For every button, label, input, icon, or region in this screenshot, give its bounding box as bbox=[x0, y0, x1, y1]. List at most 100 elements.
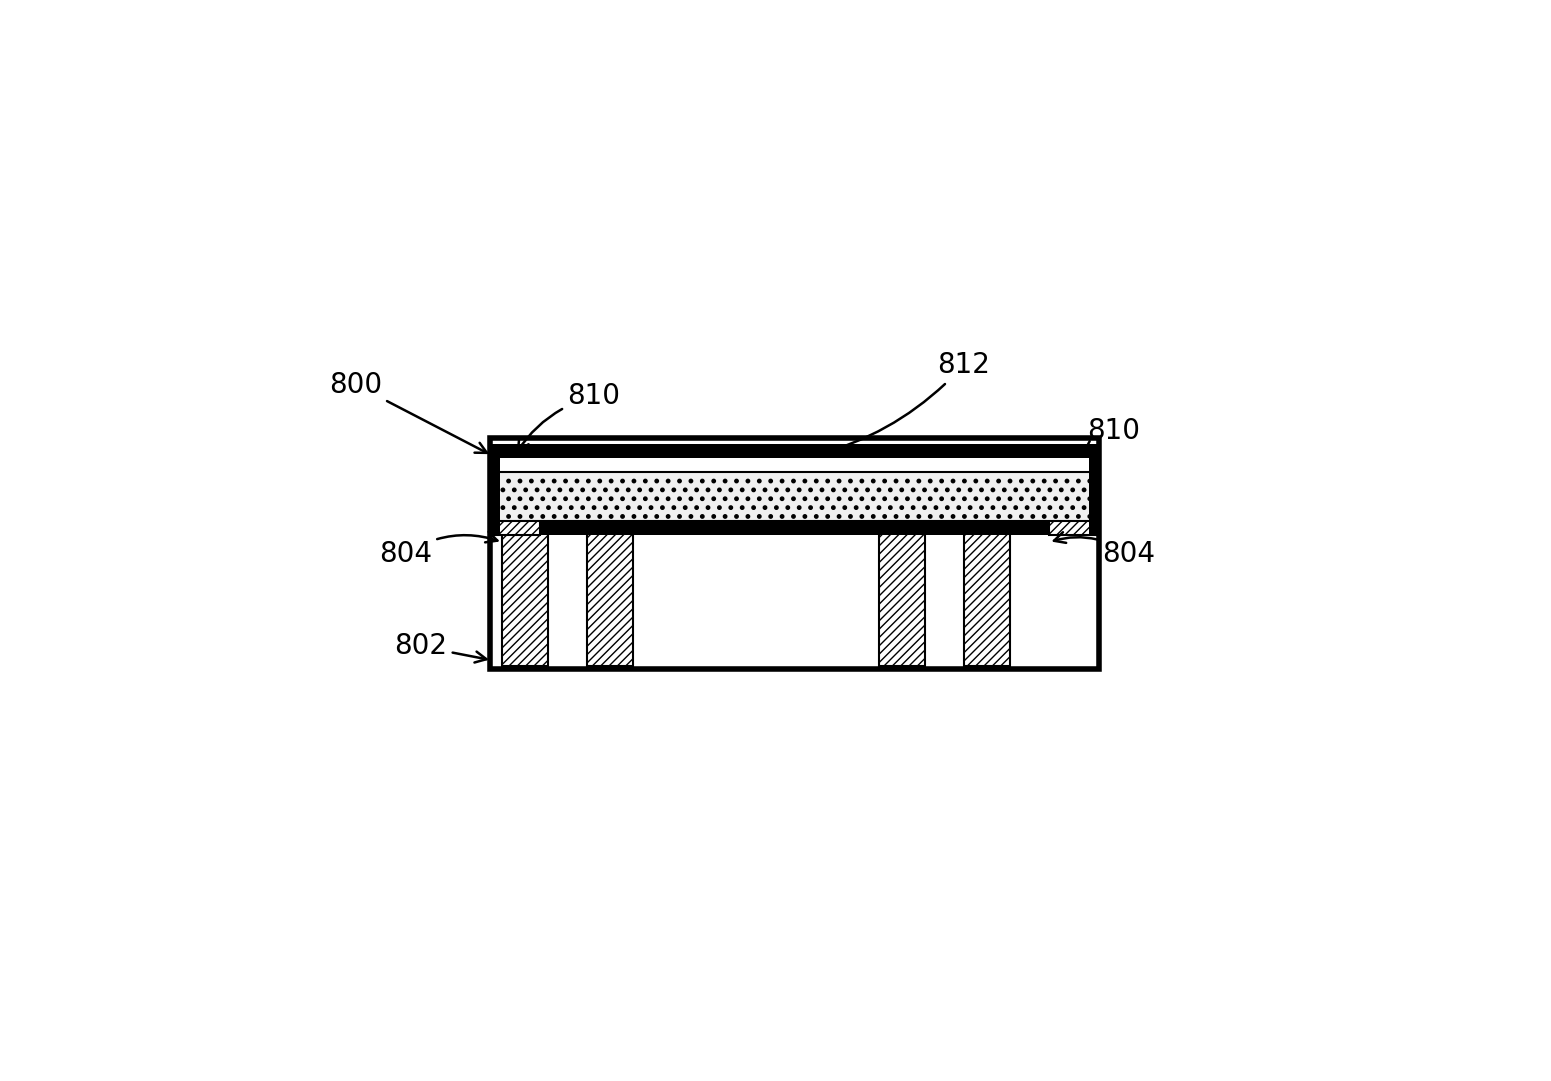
Circle shape bbox=[1008, 515, 1011, 518]
Text: 810: 810 bbox=[1084, 417, 1140, 452]
Circle shape bbox=[524, 506, 527, 509]
Circle shape bbox=[917, 479, 921, 483]
Circle shape bbox=[780, 479, 783, 483]
Circle shape bbox=[616, 506, 619, 509]
Circle shape bbox=[723, 515, 727, 518]
Circle shape bbox=[985, 515, 990, 518]
Circle shape bbox=[974, 515, 977, 518]
Circle shape bbox=[518, 479, 521, 483]
Circle shape bbox=[1036, 489, 1041, 492]
Circle shape bbox=[848, 515, 851, 518]
Circle shape bbox=[820, 489, 824, 492]
Circle shape bbox=[627, 489, 630, 492]
Circle shape bbox=[1025, 506, 1028, 509]
Circle shape bbox=[524, 489, 527, 492]
Circle shape bbox=[814, 515, 817, 518]
Circle shape bbox=[746, 497, 749, 501]
Bar bbox=[490, 471, 1098, 521]
Circle shape bbox=[541, 515, 544, 518]
Circle shape bbox=[1093, 489, 1097, 492]
Circle shape bbox=[610, 515, 613, 518]
Text: 800: 800 bbox=[329, 371, 487, 453]
Circle shape bbox=[1031, 497, 1035, 501]
Circle shape bbox=[889, 506, 892, 509]
Circle shape bbox=[735, 497, 738, 501]
Circle shape bbox=[980, 506, 983, 509]
Circle shape bbox=[906, 515, 909, 518]
Circle shape bbox=[610, 479, 613, 483]
Circle shape bbox=[1066, 497, 1069, 501]
Circle shape bbox=[706, 489, 710, 492]
Circle shape bbox=[616, 489, 619, 492]
Circle shape bbox=[827, 515, 830, 518]
Circle shape bbox=[774, 506, 779, 509]
Circle shape bbox=[1019, 497, 1024, 501]
Circle shape bbox=[803, 479, 807, 483]
Circle shape bbox=[1059, 506, 1062, 509]
Circle shape bbox=[667, 497, 670, 501]
Circle shape bbox=[848, 497, 851, 501]
Circle shape bbox=[552, 497, 555, 501]
Circle shape bbox=[735, 479, 738, 483]
Circle shape bbox=[985, 497, 990, 501]
Circle shape bbox=[878, 489, 881, 492]
Circle shape bbox=[769, 479, 772, 483]
Circle shape bbox=[872, 479, 875, 483]
Circle shape bbox=[1002, 489, 1007, 492]
Circle shape bbox=[1048, 506, 1052, 509]
Circle shape bbox=[582, 489, 585, 492]
Circle shape bbox=[974, 479, 977, 483]
Circle shape bbox=[810, 489, 813, 492]
Circle shape bbox=[827, 479, 830, 483]
Circle shape bbox=[848, 479, 851, 483]
Circle shape bbox=[912, 489, 915, 492]
Circle shape bbox=[861, 497, 864, 501]
Circle shape bbox=[946, 489, 949, 492]
Circle shape bbox=[599, 497, 602, 501]
Circle shape bbox=[695, 489, 698, 492]
Circle shape bbox=[985, 479, 990, 483]
Circle shape bbox=[940, 497, 943, 501]
Circle shape bbox=[769, 515, 772, 518]
Circle shape bbox=[1042, 497, 1045, 501]
Circle shape bbox=[1059, 489, 1062, 492]
Circle shape bbox=[769, 497, 772, 501]
Circle shape bbox=[712, 497, 715, 501]
Circle shape bbox=[746, 479, 749, 483]
Bar bbox=[1048, 492, 1098, 535]
Bar bbox=[879, 521, 926, 666]
Circle shape bbox=[582, 506, 585, 509]
Circle shape bbox=[997, 497, 1000, 501]
Circle shape bbox=[1053, 479, 1058, 483]
Circle shape bbox=[831, 489, 834, 492]
Circle shape bbox=[844, 506, 847, 509]
Circle shape bbox=[831, 506, 834, 509]
Circle shape bbox=[507, 479, 510, 483]
Circle shape bbox=[912, 506, 915, 509]
Circle shape bbox=[701, 497, 704, 501]
Bar bbox=[586, 521, 633, 666]
Circle shape bbox=[644, 515, 647, 518]
Circle shape bbox=[1083, 506, 1086, 509]
Circle shape bbox=[1019, 515, 1024, 518]
Circle shape bbox=[1089, 515, 1092, 518]
Circle shape bbox=[763, 489, 766, 492]
Circle shape bbox=[757, 515, 762, 518]
Circle shape bbox=[530, 497, 534, 501]
Circle shape bbox=[917, 515, 921, 518]
Circle shape bbox=[803, 515, 807, 518]
Circle shape bbox=[695, 506, 698, 509]
Circle shape bbox=[917, 497, 921, 501]
Circle shape bbox=[644, 497, 647, 501]
Circle shape bbox=[763, 506, 766, 509]
Circle shape bbox=[1076, 497, 1079, 501]
Circle shape bbox=[518, 515, 521, 518]
Circle shape bbox=[558, 506, 561, 509]
Circle shape bbox=[752, 489, 755, 492]
Circle shape bbox=[963, 497, 966, 501]
Circle shape bbox=[814, 497, 817, 501]
Text: 812: 812 bbox=[819, 351, 990, 456]
Circle shape bbox=[923, 489, 926, 492]
Circle shape bbox=[530, 479, 534, 483]
Circle shape bbox=[872, 497, 875, 501]
